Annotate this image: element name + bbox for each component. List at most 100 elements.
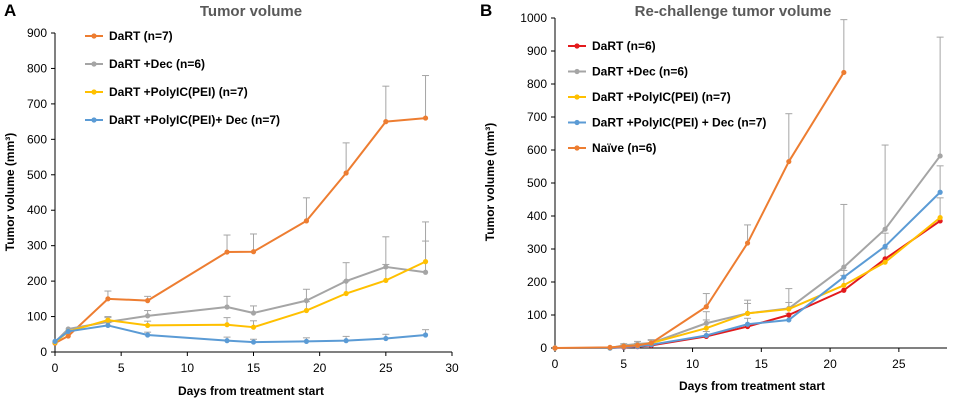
data-point-dart-polyic-pei-dec-n-7 [744, 321, 751, 327]
data-point-dart-polyic-pei-n-7 [786, 306, 792, 312]
panel-letter-b: B [480, 1, 492, 20]
x-tick-label: 30 [445, 361, 459, 375]
data-point-dart-polyic-pei-n-7 [744, 310, 751, 316]
data-point-dart-dec-n-6 [422, 269, 429, 275]
data-point-dart-polyic-pei-dec-n-7 [422, 332, 429, 338]
legend-label-dart-polyic-pei-dec-n-7: DaRT +PolyIC(PEI)+ Dec (n=7) [109, 113, 280, 127]
data-point-dart-polyic-pei-n-7 [703, 325, 709, 331]
data-point-dart-polyic-pei-n-7 [224, 322, 230, 328]
x-tick-label: 25 [379, 361, 393, 375]
data-point-dart-n-7 [250, 249, 257, 255]
y-tick-label: 300 [27, 239, 47, 253]
legend-marker-dart-n-7 [91, 33, 97, 39]
data-point-dart-n-7 [303, 218, 310, 224]
data-point-dart-polyic-pei-dec-n-7 [937, 189, 943, 195]
y-axis-label-b: Tumor volume (mm³) [483, 123, 497, 241]
data-point-dart-dec-n-6 [343, 278, 349, 284]
y-tick-label: 1000 [520, 11, 547, 25]
data-point-dart-dec-n-6 [841, 264, 847, 270]
data-point-dart-polyic-pei-n-7 [105, 317, 111, 323]
series-line-dart-dec-n-6 [54, 265, 426, 343]
data-point-na-ve-n-6 [841, 69, 847, 76]
data-point-na-ve-n-6 [703, 304, 709, 310]
chart-title-a: Tumor volume [200, 3, 302, 20]
panel-letter-a: A [4, 1, 16, 20]
x-tick-label: 20 [823, 357, 837, 371]
y-tick-label: 100 [27, 310, 47, 324]
data-point-dart-polyic-pei-n-7 [343, 290, 349, 297]
data-point-dart-polyic-pei-n-7 [422, 259, 429, 265]
data-point-dart-n-7 [343, 170, 349, 176]
legend-label-dart-dec-n-6: DaRT +Dec (n=6) [109, 57, 205, 71]
legend-marker-dart-dec-n-6 [574, 68, 580, 75]
y-tick-label: 700 [27, 97, 47, 111]
data-point-dart-polyic-pei-n-7 [882, 259, 888, 265]
data-point-na-ve-n-6 [744, 240, 751, 246]
data-point-dart-polyic-pei-dec-n-7 [343, 338, 349, 344]
data-point-na-ve-n-6 [621, 343, 627, 349]
data-point-dart-dec-n-6 [703, 320, 709, 326]
data-point-dart-n-7 [383, 119, 389, 125]
x-tick-label: 10 [181, 361, 195, 375]
legend-marker-na-ve-n-6 [574, 145, 580, 151]
data-point-na-ve-n-6 [648, 340, 654, 346]
legend-marker-dart-dec-n-6 [91, 61, 97, 67]
data-point-dart-polyic-pei-n-7 [145, 322, 151, 329]
x-tick-label: 5 [118, 361, 125, 375]
data-point-dart-n-6 [786, 312, 792, 318]
data-point-dart-polyic-pei-dec-n-7 [703, 332, 709, 339]
x-tick-label: 15 [247, 361, 261, 375]
y-tick-label: 900 [527, 44, 547, 58]
legend-label-dart-n-6: DaRT (n=6) [592, 39, 656, 53]
data-point-dart-polyic-pei-dec-n-7 [65, 328, 71, 335]
y-tick-label: 700 [527, 110, 547, 124]
y-tick-label: 900 [27, 26, 47, 40]
data-point-dart-n-7 [105, 296, 111, 302]
data-point-dart-n-7 [65, 333, 71, 339]
data-point-dart-polyic-pei-dec-n-7 [105, 322, 111, 329]
series-line-dart-n-7 [54, 117, 426, 345]
x-tick-label: 0 [552, 357, 559, 371]
data-point-dart-dec-n-6 [250, 310, 257, 316]
data-point-dart-polyic-pei-dec-n-7 [882, 243, 888, 249]
data-point-na-ve-n-6 [552, 345, 558, 351]
data-point-dart-polyic-pei-dec-n-7 [786, 317, 792, 323]
data-point-na-ve-n-6 [607, 344, 613, 350]
y-tick-label: 400 [27, 203, 47, 217]
data-point-dart-n-7 [224, 249, 230, 255]
data-point-na-ve-n-6 [634, 342, 641, 348]
data-point-na-ve-n-6 [786, 158, 792, 165]
legend-marker-dart-polyic-pei-dec-n-7 [91, 117, 97, 123]
series-line-dart-polyic-pei-dec-n-7 [54, 324, 426, 344]
legend-label-dart-polyic-pei-n-7: DaRT +PolyIC(PEI) (n=7) [592, 90, 731, 104]
data-point-dart-polyic-pei-n-7 [937, 215, 943, 221]
data-point-dart-polyic-pei-dec-n-7 [145, 332, 151, 338]
x-axis-label-b: Days from treatment start [679, 379, 825, 393]
data-point-dart-polyic-pei-dec-n-7 [250, 339, 257, 345]
y-tick-label: 0 [540, 341, 547, 355]
y-tick-label: 600 [27, 132, 47, 146]
legend-marker-dart-polyic-pei-n-7 [574, 94, 580, 100]
series-line-na-ve-n-6 [554, 71, 845, 349]
legend-label-dart-polyic-pei-n-7: DaRT +PolyIC(PEI) (n=7) [109, 85, 248, 99]
y-tick-label: 300 [527, 242, 547, 256]
y-tick-label: 800 [527, 77, 547, 91]
data-point-dart-polyic-pei-n-7 [250, 324, 257, 330]
series-line-dart-polyic-pei-n-7 [54, 260, 426, 344]
y-tick-label: 200 [527, 275, 547, 289]
y-tick-label: 200 [27, 274, 47, 288]
data-point-dart-dec-n-6 [145, 313, 151, 319]
x-tick-label: 25 [892, 357, 906, 371]
data-point-dart-dec-n-6 [383, 264, 389, 270]
data-point-dart-polyic-pei-n-7 [303, 307, 310, 314]
data-point-dart-polyic-pei-dec-n-7 [224, 338, 230, 344]
data-point-dart-polyic-pei-n-7 [383, 277, 389, 284]
x-tick-label: 15 [755, 357, 769, 371]
data-point-dart-dec-n-6 [224, 304, 230, 310]
x-tick-label: 0 [52, 361, 59, 375]
data-point-dart-dec-n-6 [303, 298, 310, 304]
x-tick-label: 20 [313, 361, 327, 375]
y-axis-label-a: Tumor volume (mm³) [3, 133, 17, 251]
